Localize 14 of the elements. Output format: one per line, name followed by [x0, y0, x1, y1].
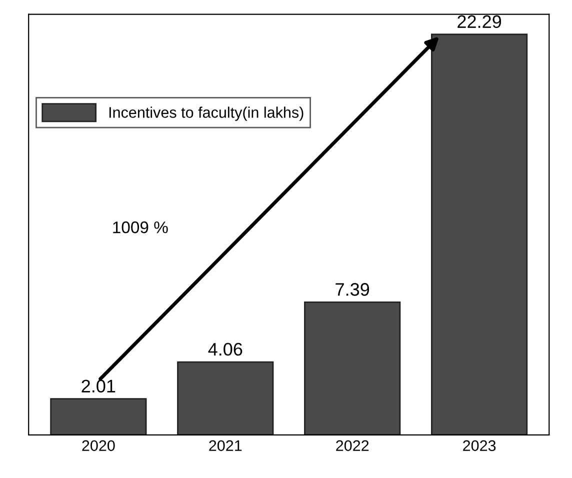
data-label: 4.06 [208, 342, 242, 356]
data-label: 22.29 [458, 15, 502, 28]
bar [50, 398, 147, 435]
annotation: 1009 % [113, 221, 168, 234]
data-label: 7.39 [336, 283, 370, 296]
bar [430, 34, 528, 435]
bar [304, 301, 401, 435]
x-tick-label: 2020 [82, 440, 115, 452]
legend-label: Incentives to faculty(in lakhs) [109, 106, 304, 121]
bar [177, 361, 274, 435]
x-tick-label: 2022 [336, 440, 369, 452]
data-label: 2.01 [82, 380, 116, 393]
x-tick-label: 2021 [209, 440, 242, 452]
x-tick-label: 2023 [463, 440, 496, 452]
